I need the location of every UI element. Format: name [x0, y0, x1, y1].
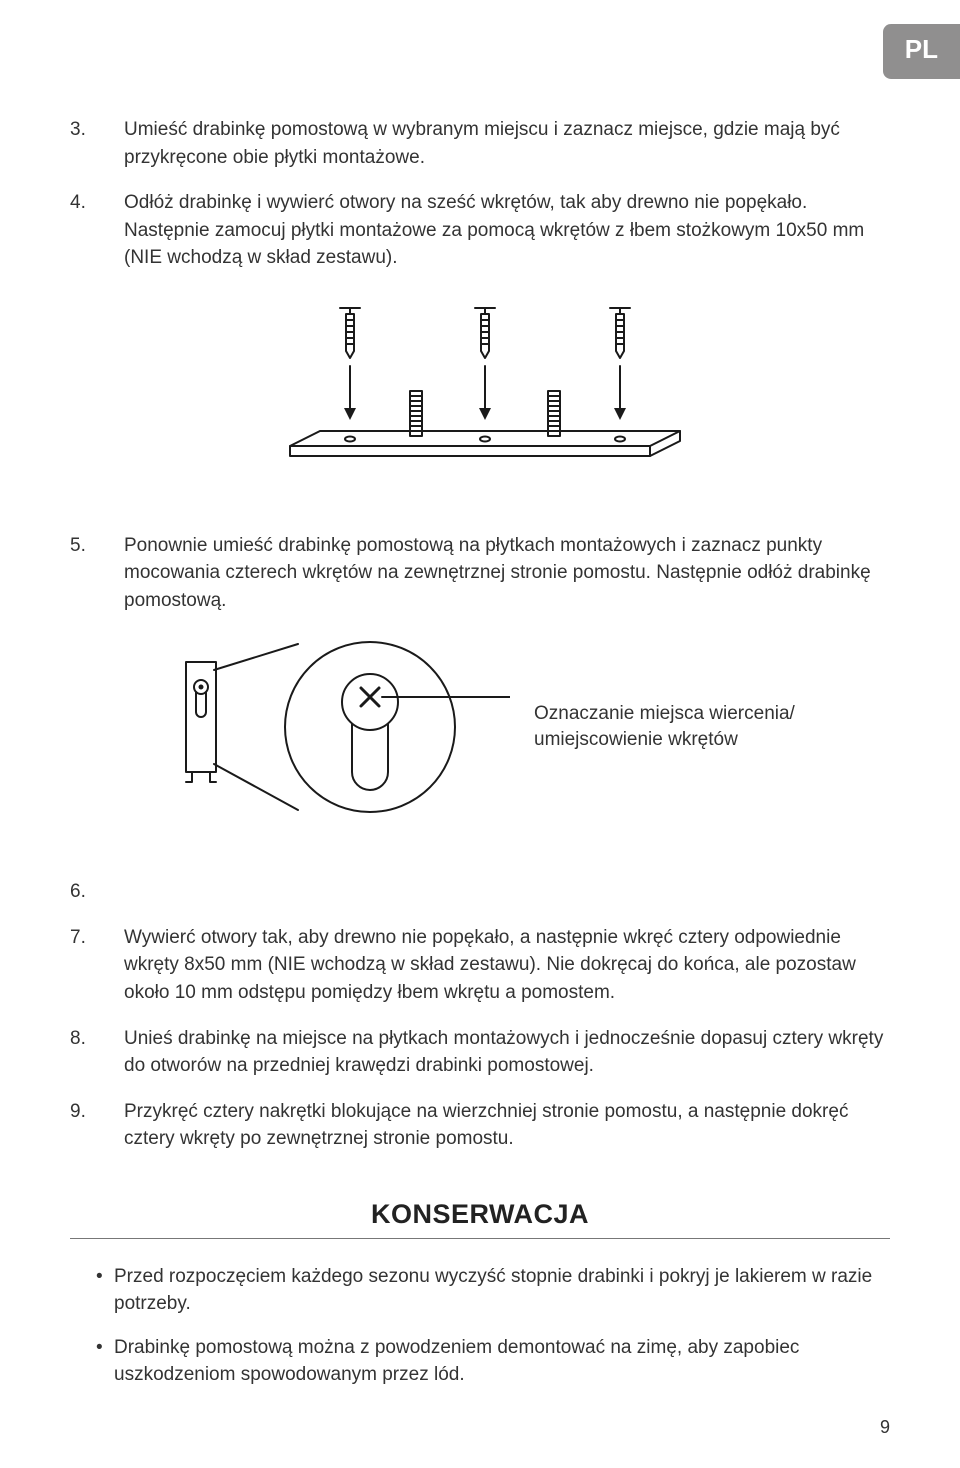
step-number: 6.: [70, 878, 124, 906]
step-number: 8.: [70, 1025, 124, 1080]
step-text: Umieść drabinkę pomostową w wybranym mie…: [124, 116, 890, 171]
mounting-plate-svg: [250, 296, 710, 476]
steps-group-a: 3. Umieść drabinkę pomostową w wybranym …: [70, 116, 890, 272]
step-text: Wywierć otwory tak, aby drewno nie popęk…: [124, 924, 890, 1007]
figure-mounting-plate: [70, 296, 890, 476]
steps-group-b: 5. Ponownie umieść drabinkę pomostową na…: [70, 532, 890, 615]
page: PL 3. Umieść drabinkę pomostową w wybran…: [0, 0, 960, 1468]
step-item: 3. Umieść drabinkę pomostową w wybranym …: [70, 116, 890, 171]
section-title: KONSERWACJA: [70, 1199, 890, 1230]
step-item: 6.: [70, 878, 890, 906]
step-item: 8. Unieś drabinkę na miejsce na płytkach…: [70, 1025, 890, 1080]
step-number: 5.: [70, 532, 124, 615]
step-item: 7. Wywierć otwory tak, aby drewno nie po…: [70, 924, 890, 1007]
bullet-item: Drabinkę pomostową można z powodzeniem d…: [96, 1334, 890, 1389]
step-text: Unieś drabinkę na miejsce na płytkach mo…: [124, 1025, 890, 1080]
maintenance-bullets: Przed rozpoczęciem każdego sezonu wyczyś…: [70, 1263, 890, 1389]
page-number: 9: [880, 1417, 890, 1438]
language-tab: PL: [883, 24, 960, 79]
step-text: Ponownie umieść drabinkę pomostową na pł…: [124, 532, 890, 615]
step-text: [124, 878, 890, 906]
step-number: 3.: [70, 116, 124, 171]
bullet-item: Przed rozpoczęciem każdego sezonu wyczyś…: [96, 1263, 890, 1318]
step-number: 4.: [70, 189, 124, 272]
figure-caption: Oznaczanie miejsca wiercenia/ umiejscowi…: [534, 701, 814, 754]
step-number: 7.: [70, 924, 124, 1007]
step-text: Przykręć cztery nakrętki blokujące na wi…: [124, 1098, 890, 1153]
keyhole-mark-svg: [180, 632, 510, 822]
step-number: 9.: [70, 1098, 124, 1153]
step-item: 9. Przykręć cztery nakrętki blokujące na…: [70, 1098, 890, 1153]
step-item: 4. Odłóż drabinkę i wywierć otwory na sz…: [70, 189, 890, 272]
steps-group-c: 6. 7. Wywierć otwory tak, aby drewno nie…: [70, 878, 890, 1152]
step-item: 5. Ponownie umieść drabinkę pomostową na…: [70, 532, 890, 615]
figure-keyhole-mark: Oznaczanie miejsca wiercenia/ umiejscowi…: [70, 632, 890, 822]
step-text: Odłóż drabinkę i wywierć otwory na sześć…: [124, 189, 890, 272]
section-rule: [70, 1238, 890, 1239]
